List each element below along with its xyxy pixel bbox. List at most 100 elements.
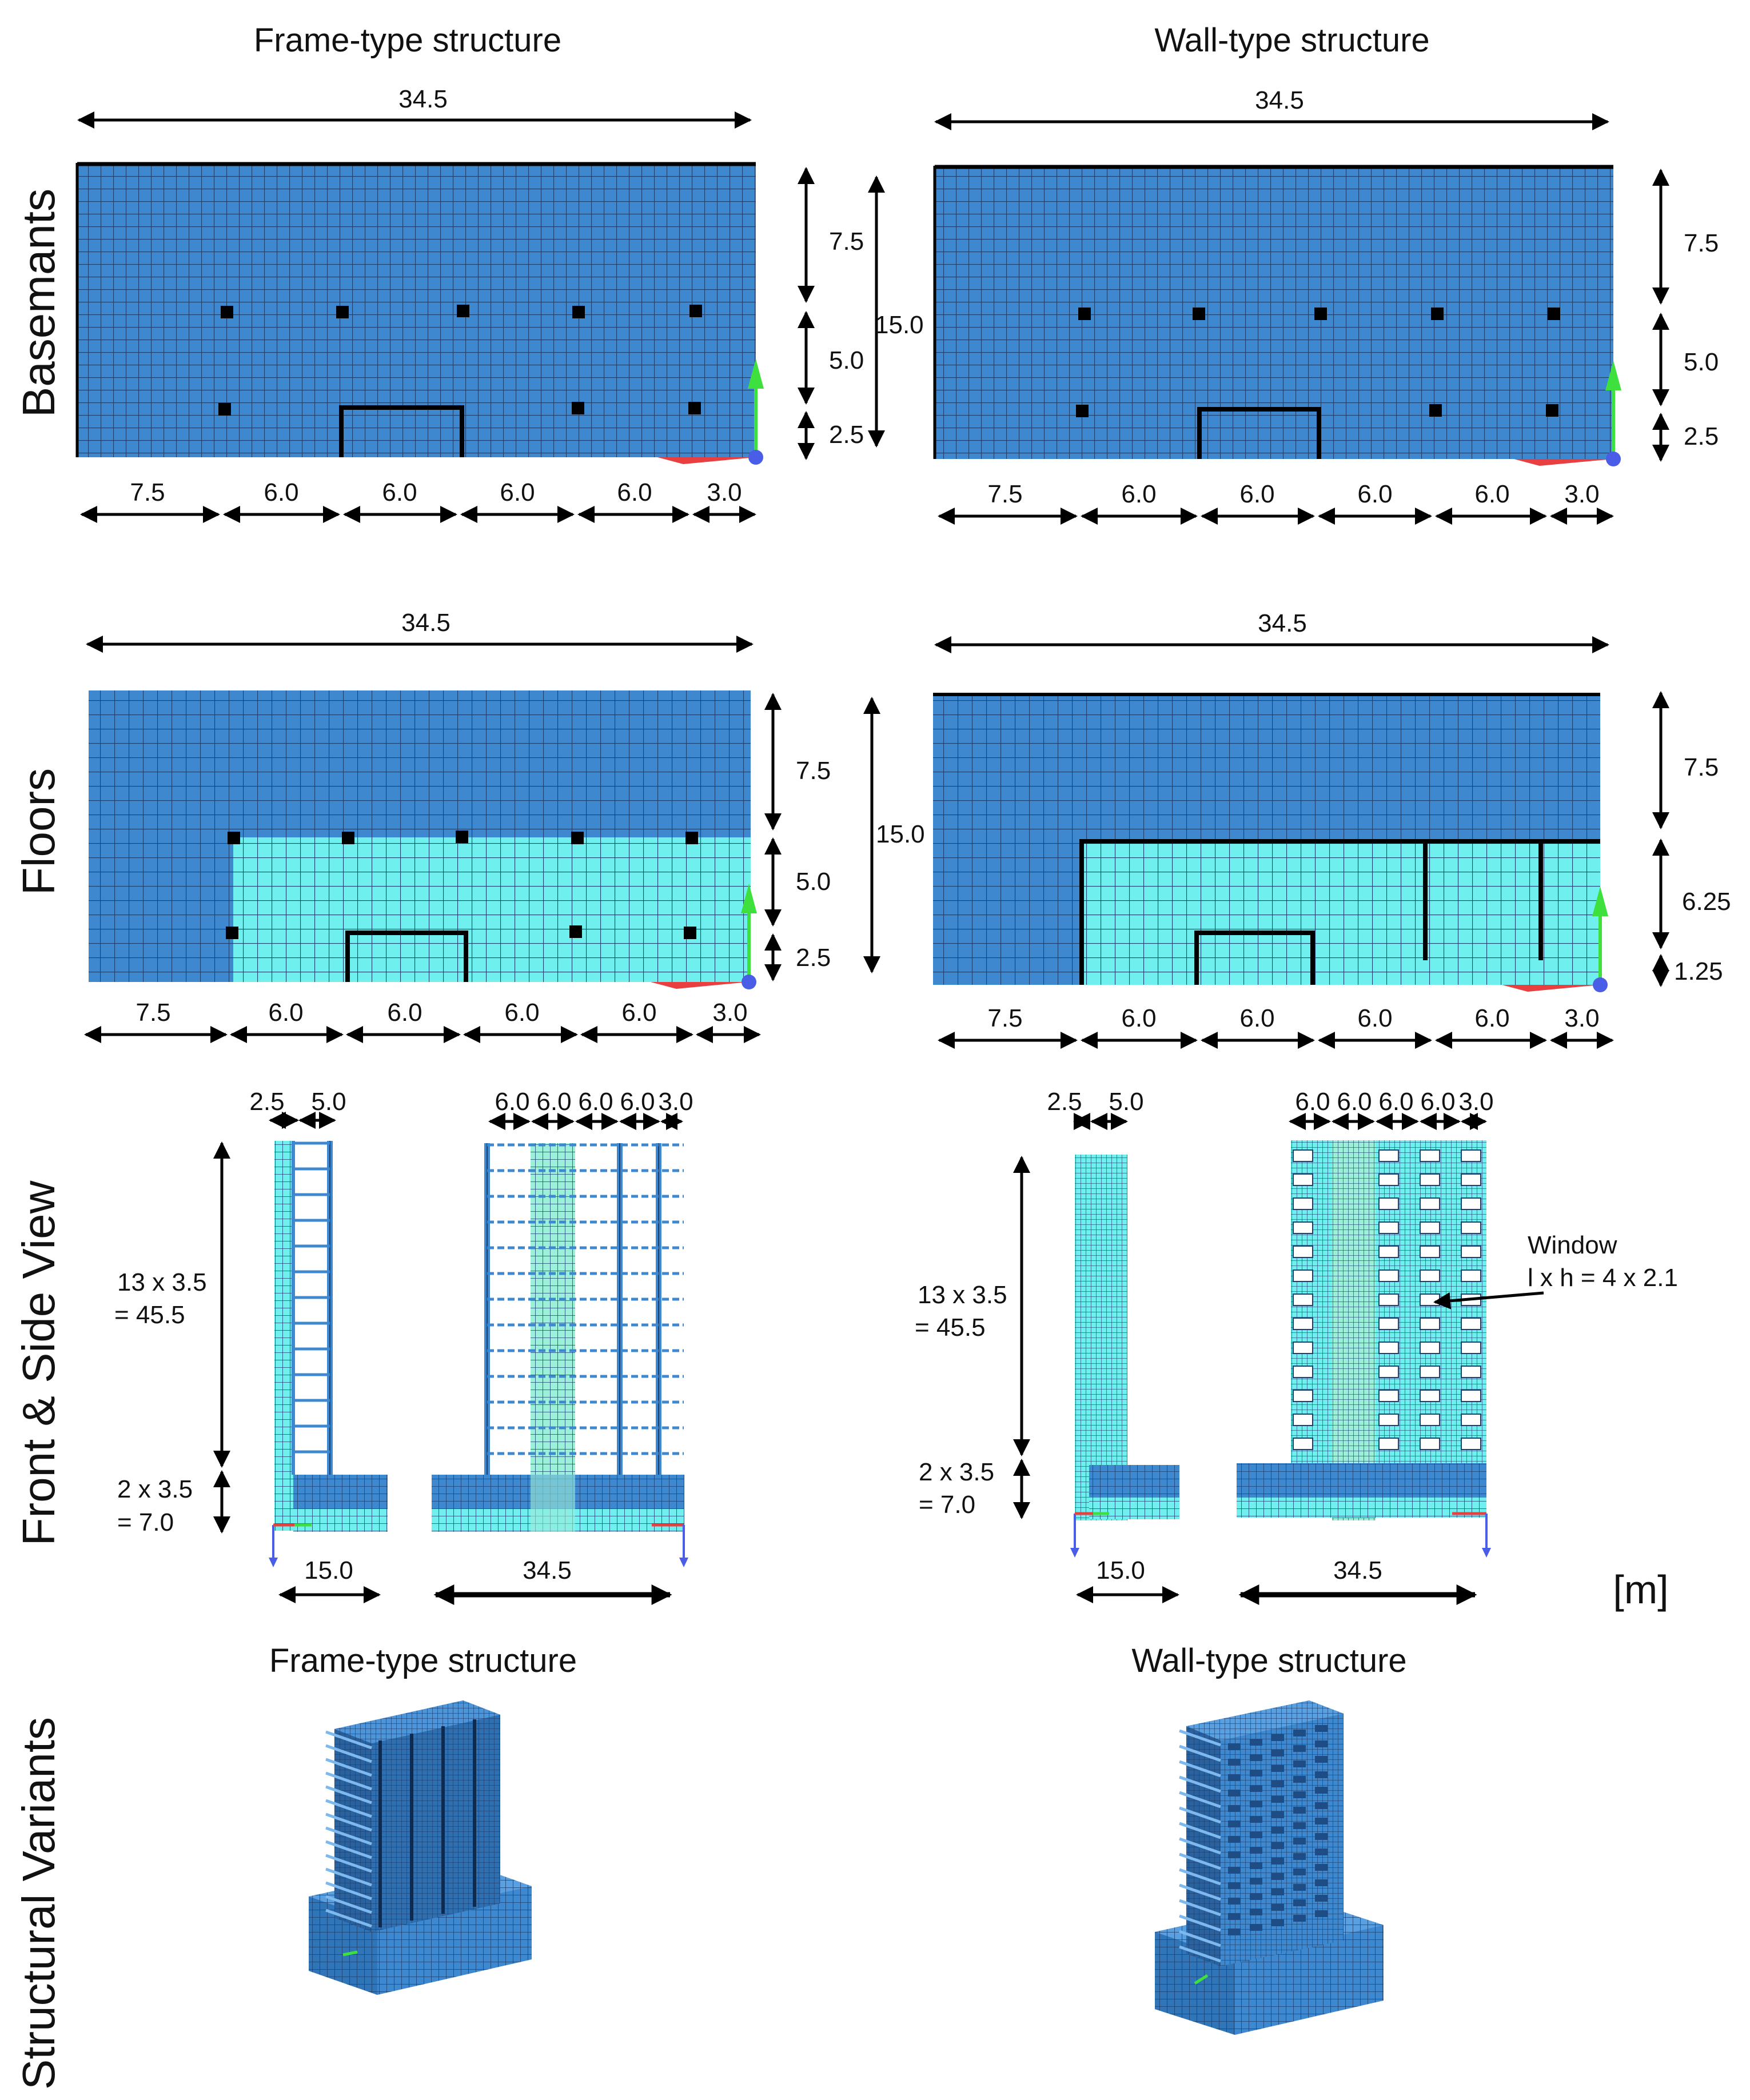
svg-text:6.0: 6.0 [382, 478, 417, 506]
window-opening [1378, 1293, 1399, 1306]
svg-text:5.0: 5.0 [311, 1088, 346, 1116]
slab-edge [1179, 1806, 1221, 1824]
svg-text:5.0: 5.0 [1109, 1088, 1143, 1116]
frame-lower-height-1: 2 x 3.5 [117, 1475, 193, 1503]
frame-side-width: 15.0 [304, 1556, 353, 1584]
basement-frame-depth-2: 5.0 [829, 346, 864, 374]
basement-frame-axis-origin [748, 450, 763, 465]
svg-text:6.0: 6.0 [578, 1088, 613, 1116]
window-opening [1315, 1818, 1328, 1824]
window-opening [1271, 1811, 1284, 1818]
window-opening [1293, 1730, 1306, 1736]
window-opening [1293, 1390, 1313, 1402]
window-opening [1250, 1862, 1262, 1869]
window-dimension-label: l x h = 4 x 2.1 [1528, 1264, 1678, 1292]
window-opening [1378, 1390, 1399, 1402]
window-opening [1228, 1820, 1241, 1827]
window-opening [1420, 1173, 1440, 1186]
window-opening [1228, 1867, 1241, 1874]
window-opening [1250, 1800, 1262, 1807]
window-opening [1378, 1342, 1399, 1354]
svg-text:6.0: 6.0 [387, 999, 422, 1027]
svg-text:6.0: 6.0 [617, 478, 652, 506]
svg-text:6.0: 6.0 [1337, 1088, 1372, 1116]
window-opening [1461, 1173, 1481, 1186]
svg-text:5.0: 5.0 [1684, 348, 1719, 376]
window-opening [1293, 1414, 1313, 1426]
svg-text:6.0: 6.0 [1378, 1088, 1413, 1116]
svg-text:3.0: 3.0 [1564, 480, 1599, 508]
svg-text:2.5: 2.5 [1047, 1088, 1082, 1116]
window-opening [1228, 1805, 1241, 1812]
svg-text:3.0: 3.0 [658, 1088, 693, 1116]
window-opening [1271, 1734, 1284, 1741]
window-opening [1420, 1414, 1440, 1426]
window-callout-arrow [1433, 1291, 1544, 1309]
window-opening [1271, 1750, 1284, 1756]
window-opening [1293, 1438, 1313, 1450]
window-opening [1271, 1842, 1284, 1849]
window-opening [1293, 1173, 1313, 1186]
window-opening [1420, 1149, 1440, 1162]
slab-edge [1179, 1914, 1221, 1932]
window-opening [1271, 1873, 1284, 1880]
window-opening [1293, 1899, 1306, 1906]
svg-text:6.0: 6.0 [500, 478, 535, 506]
svg-text:3.0: 3.0 [1564, 1004, 1599, 1032]
slab-edge [1179, 1883, 1221, 1901]
window-opening [1293, 1745, 1306, 1752]
row-label-floors: Floors [13, 768, 64, 895]
window-opening [1228, 1836, 1241, 1843]
svg-text:6.0: 6.0 [536, 1088, 571, 1116]
window-opening [1293, 1853, 1306, 1860]
svg-text:7.5: 7.5 [1684, 753, 1719, 781]
window-opening [1420, 1269, 1440, 1282]
basement-plan-frame: 34.5 7.5 5.0 2.5 7.5 6.0 6.0 [75, 85, 864, 523]
slab-edge [325, 1854, 372, 1873]
svg-text:3.0: 3.0 [1458, 1088, 1493, 1116]
window-opening [1315, 1895, 1328, 1902]
frame-front-width: 34.5 [523, 1556, 572, 1584]
slab-edge [325, 1826, 372, 1846]
row-label-views: Front & Side View [13, 1180, 64, 1546]
window-opening [1420, 1221, 1440, 1234]
slab-edge [325, 1812, 372, 1832]
window-opening [1461, 1342, 1481, 1354]
window-opening [1293, 1342, 1313, 1354]
window-opening [1315, 1756, 1328, 1763]
window-opening [1461, 1149, 1481, 1162]
svg-text:7.5: 7.5 [130, 478, 165, 506]
slab-edge [1179, 1853, 1221, 1870]
floor-plan-wall: 34.5 15.0 7.5 6.25 1.25 7.5 6.0 6.0 [863, 609, 1731, 1049]
window-opening [1250, 1770, 1262, 1776]
basement-frame-bay-dims: 7.5 6.0 6.0 6.0 6.0 3.0 [80, 478, 756, 523]
window-opening [1315, 1910, 1328, 1917]
window-opening [1271, 1765, 1284, 1772]
wall-side-width: 15.0 [1096, 1556, 1145, 1584]
window-label: Window [1528, 1231, 1617, 1259]
slab-edge [325, 1758, 372, 1777]
frame-3d-slab-edges [325, 1730, 372, 1928]
variant-frame-title: Frame-type structure [269, 1642, 577, 1679]
svg-text:6.0: 6.0 [1357, 480, 1392, 508]
window-opening [1461, 1197, 1481, 1210]
svg-text:6.0: 6.0 [1239, 1004, 1274, 1032]
window-opening [1420, 1438, 1440, 1450]
window-opening [1315, 1771, 1328, 1778]
svg-text:6.0: 6.0 [268, 999, 303, 1027]
floor-frame-core-wall [345, 931, 468, 982]
window-opening [1293, 1838, 1306, 1845]
window-opening [1378, 1245, 1399, 1258]
window-opening [1378, 1221, 1399, 1234]
svg-text:7.5: 7.5 [1684, 229, 1719, 257]
svg-text:6.0: 6.0 [1474, 480, 1509, 508]
window-opening [1293, 1869, 1306, 1875]
frame-side-slabs [293, 1141, 330, 1454]
window-opening [1228, 1898, 1241, 1905]
window-opening [1420, 1245, 1440, 1258]
slab-edge [325, 1771, 372, 1791]
slab-edge [325, 1895, 372, 1914]
window-opening [1250, 1831, 1262, 1838]
window-opening [1293, 1807, 1306, 1814]
wall-front-top-dims: 6.0 6.0 6.0 6.0 3.0 [1289, 1088, 1494, 1130]
